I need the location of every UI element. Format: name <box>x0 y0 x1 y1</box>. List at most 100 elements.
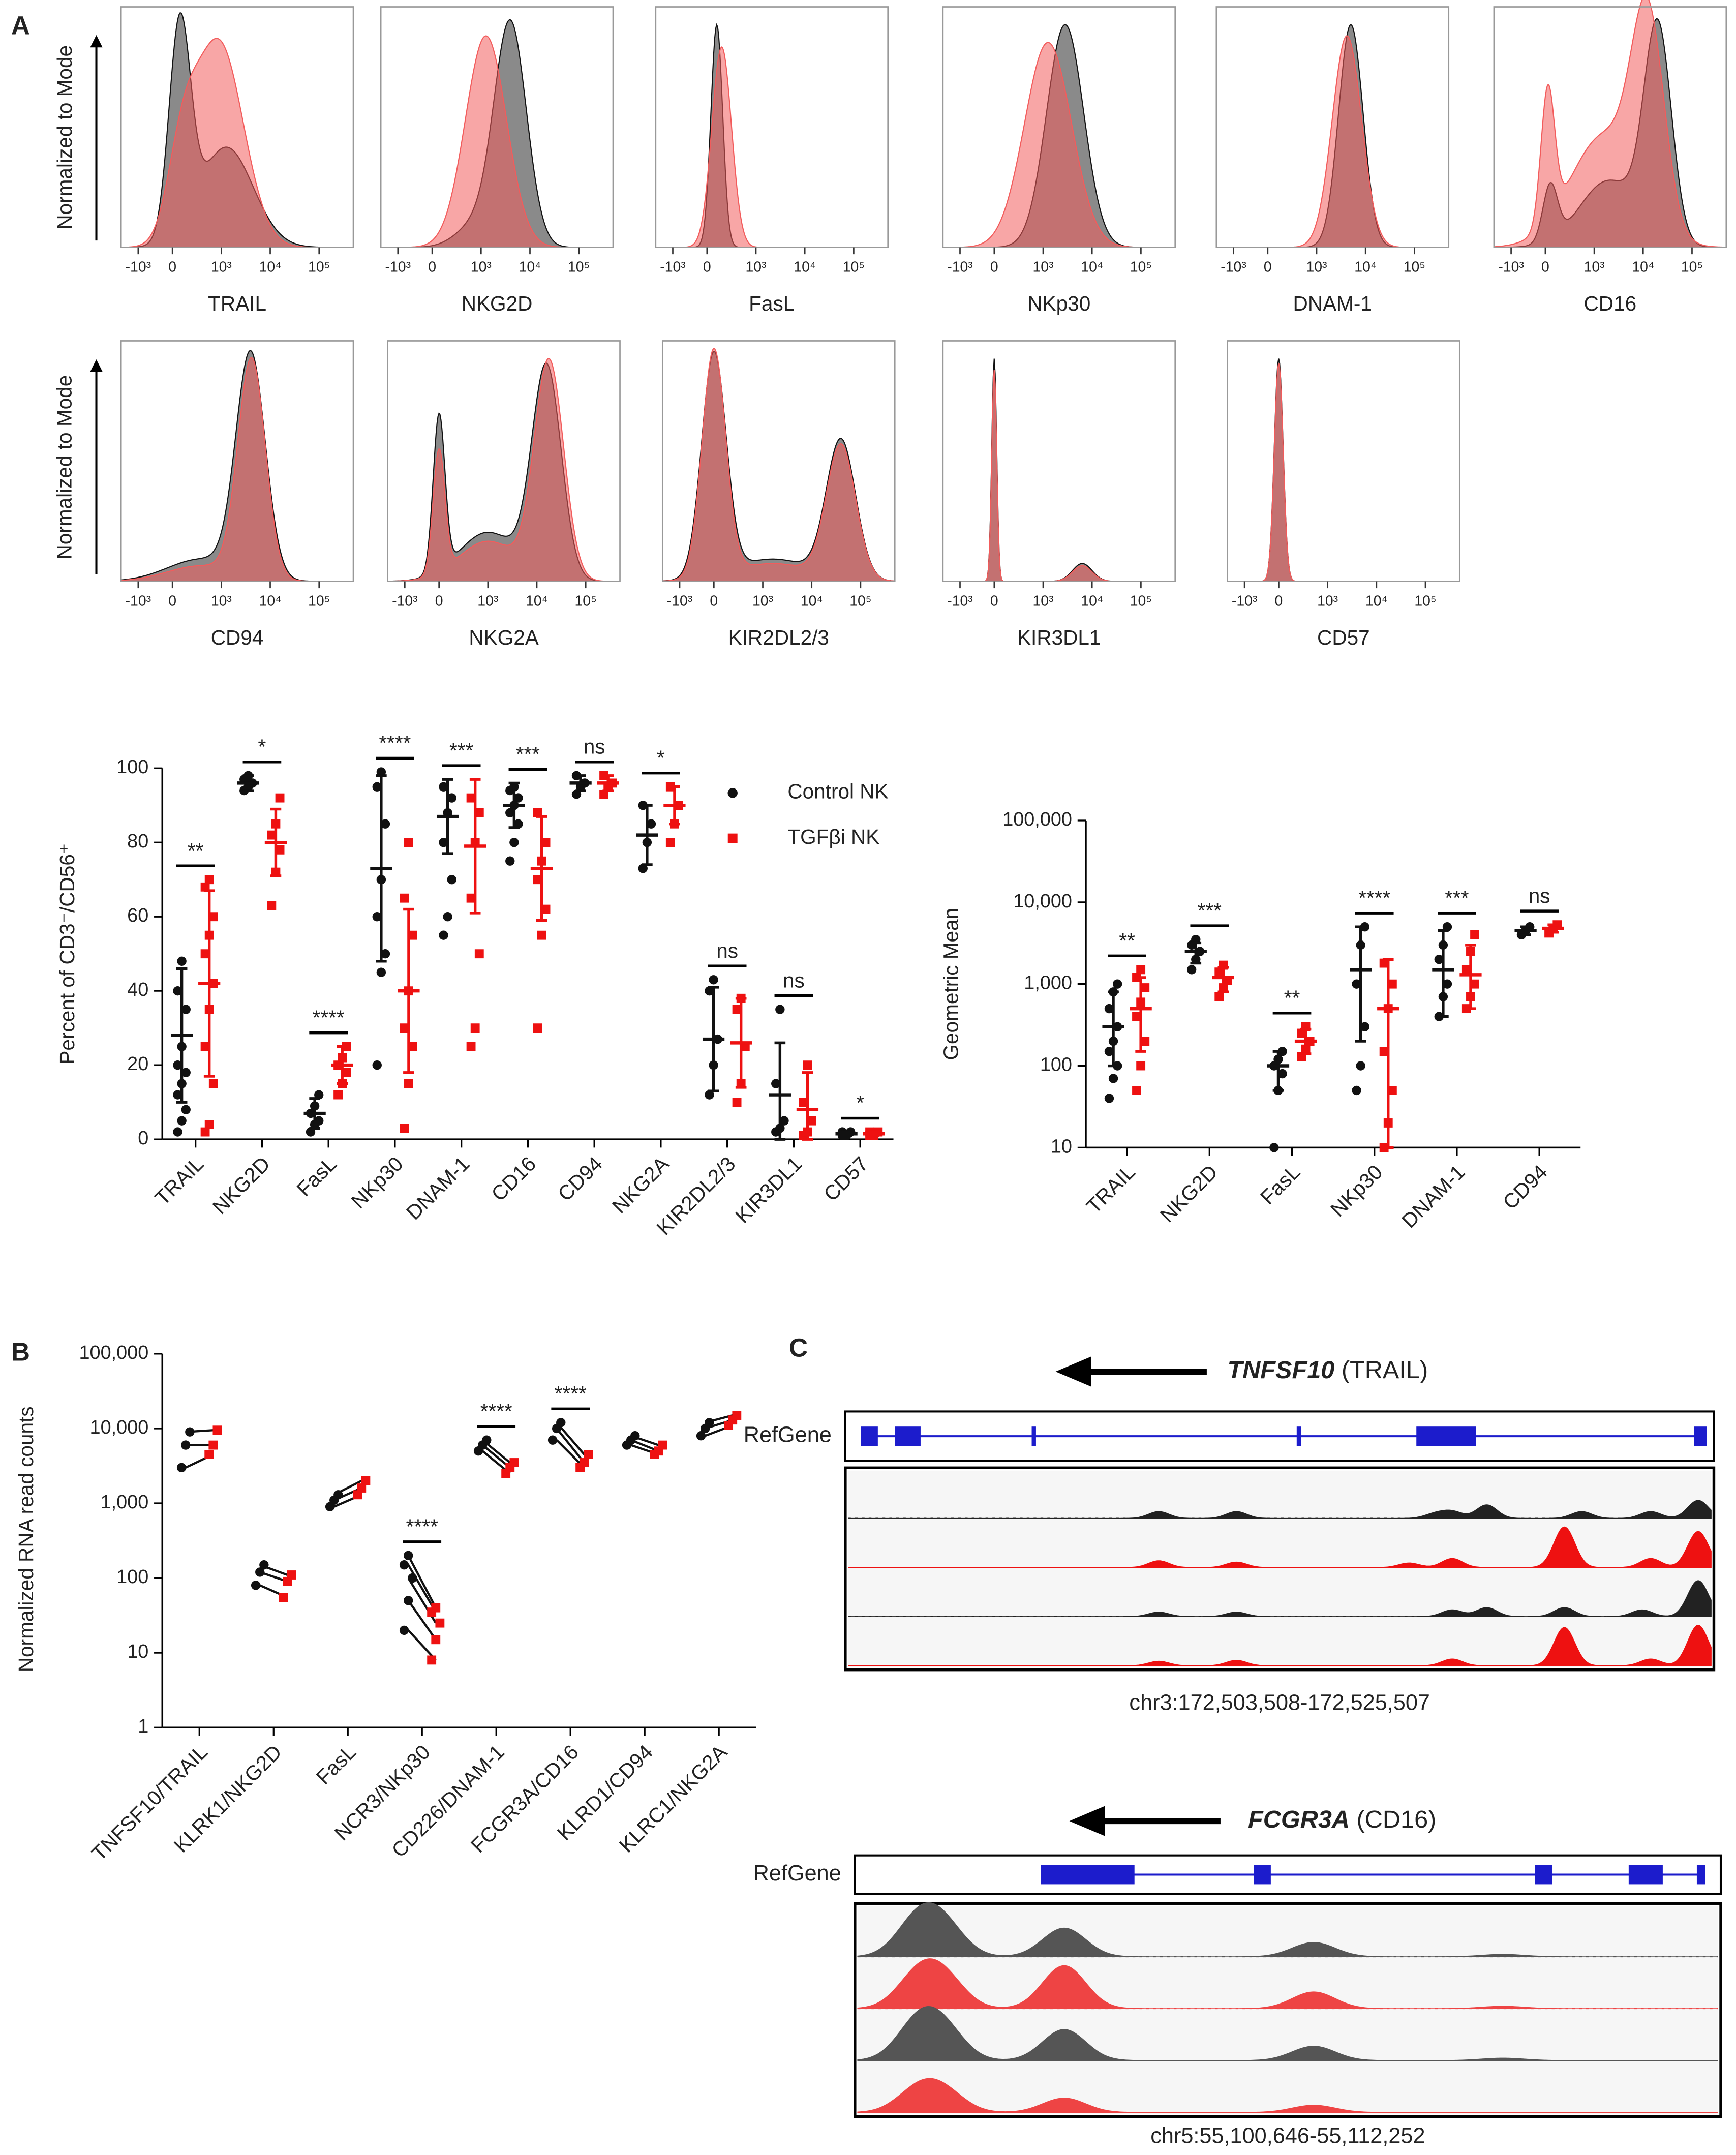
significance-label: *** <box>449 739 474 762</box>
data-point <box>541 838 551 847</box>
data-point <box>208 1079 218 1088</box>
y-tick-label: 1 <box>138 1716 148 1737</box>
data-point <box>1140 1037 1150 1046</box>
x-tick-label: -10³ <box>947 593 972 610</box>
x-tick-label: NKp30 <box>346 1152 407 1213</box>
pair-line <box>259 1571 288 1583</box>
marker-name: KIR2DL2/3 <box>728 626 829 649</box>
y-tick-label: 0 <box>138 1128 148 1149</box>
data-point <box>1269 1143 1279 1152</box>
data-point <box>255 1567 265 1577</box>
data-point <box>1461 965 1471 975</box>
data-point <box>212 1425 222 1435</box>
data-point <box>509 838 519 847</box>
data-point <box>513 819 523 829</box>
exon <box>1254 1865 1271 1885</box>
direction-arrow-head <box>1069 1806 1105 1836</box>
gene-title: FCGR3A (CD16) <box>1248 1806 1436 1833</box>
x-tick-label: NKG2A <box>607 1152 674 1218</box>
x-tick-label: 0 <box>435 593 443 610</box>
gene-name: TNFSF10 <box>1227 1356 1334 1384</box>
data-point <box>1214 967 1224 977</box>
histogram-frame <box>120 340 354 582</box>
data-point <box>1132 1012 1141 1021</box>
panel-label: B <box>11 1337 30 1366</box>
x-tick-label: 0 <box>428 259 436 276</box>
x-tick-label: 10⁵ <box>1414 593 1436 610</box>
data-point <box>505 856 515 866</box>
significance-label: * <box>657 746 665 769</box>
tgf-histogram <box>120 357 354 582</box>
data-point <box>408 1042 417 1051</box>
x-tick-label: FasL <box>312 1740 360 1789</box>
significance-label: *** <box>516 742 540 766</box>
data-point <box>474 949 484 959</box>
panel-label: A <box>11 11 30 40</box>
data-point <box>204 875 214 885</box>
signal-track <box>857 1902 1718 1957</box>
data-point <box>399 1625 409 1635</box>
marker-name: NKp30 <box>1027 292 1090 315</box>
marker-name: FasL <box>749 292 795 315</box>
data-point <box>427 1655 437 1665</box>
data-point <box>533 1023 542 1033</box>
data-point <box>1379 1047 1389 1056</box>
x-tick-label: DNAM-1 <box>1397 1160 1469 1232</box>
data-point <box>775 1005 785 1014</box>
x-tick-label: CD94 <box>1498 1160 1552 1214</box>
pair-line <box>556 1428 585 1464</box>
y-tick-label: 40 <box>127 979 148 1000</box>
data-point <box>1104 1004 1114 1014</box>
data-point <box>404 1551 413 1561</box>
marker-name: TRAIL <box>208 292 266 315</box>
x-tick-label: 10³ <box>1317 593 1338 610</box>
x-tick-label: -10³ <box>1232 593 1257 610</box>
data-point <box>1214 992 1224 1001</box>
tgf-histogram <box>387 358 620 582</box>
y-axis-label: Geometric Mean <box>939 908 962 1060</box>
data-point <box>431 1603 441 1613</box>
tgf-histogram <box>662 348 896 582</box>
x-tick-label: 10⁵ <box>308 593 330 610</box>
x-tick-label: 0 <box>990 259 998 276</box>
x-tick-label: 10³ <box>1033 259 1054 276</box>
tgf-histogram <box>942 370 1175 582</box>
significance-label: *** <box>1198 899 1222 922</box>
x-tick-label: 10⁴ <box>519 259 541 276</box>
refgene-label: RefGene <box>753 1861 841 1886</box>
data-point <box>630 1431 640 1441</box>
significance-label: * <box>856 1091 864 1114</box>
gene-title: TNFSF10 (TRAIL) <box>1227 1356 1428 1384</box>
data-point <box>705 1418 714 1428</box>
x-tick-label: -10³ <box>126 593 151 610</box>
data-point <box>658 1440 667 1450</box>
x-tick-label: 0 <box>1264 259 1272 276</box>
data-point <box>404 838 413 847</box>
y-tick-label: 100,000 <box>1002 809 1072 830</box>
significance-label: ** <box>1284 986 1300 1009</box>
data-point <box>474 808 484 817</box>
data-point <box>275 793 285 803</box>
histogram-frame <box>1227 340 1460 582</box>
y-tick-label: 60 <box>127 905 148 926</box>
significance-label: ns <box>783 968 805 992</box>
signal-track <box>857 2006 1718 2061</box>
x-tick-label: 10⁵ <box>1130 259 1152 276</box>
data-point <box>251 1581 261 1590</box>
exon <box>1535 1865 1552 1885</box>
legend-label: TGFβi NK <box>787 825 879 848</box>
significance-label: *** <box>1445 886 1469 909</box>
data-point <box>709 975 718 985</box>
data-point <box>509 1458 519 1467</box>
track-background <box>848 1568 1712 1618</box>
data-point <box>533 808 542 817</box>
y-tick-label: 100 <box>1040 1054 1072 1076</box>
x-tick-label: 0 <box>1275 593 1283 610</box>
x-tick-label: 10⁵ <box>568 259 590 276</box>
data-point <box>200 1042 210 1051</box>
pair-line <box>407 1629 437 1661</box>
data-point <box>181 1068 191 1077</box>
y-tick-label: 100,000 <box>79 1342 148 1363</box>
data-point <box>1186 965 1197 975</box>
histogram-frame <box>120 6 354 248</box>
